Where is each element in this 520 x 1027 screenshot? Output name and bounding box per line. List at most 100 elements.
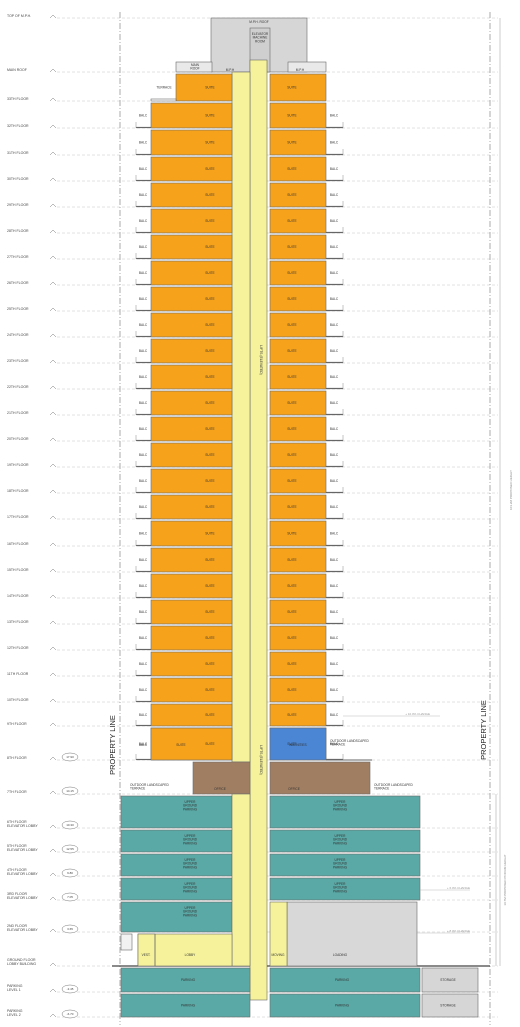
- level-label: 30TH FLOOR: [7, 177, 29, 181]
- level-label: 17TH FLOOR: [7, 515, 29, 519]
- level-marker: [49, 928, 57, 933]
- parking-underground-east: [269, 993, 421, 1018]
- suite-west: [150, 312, 233, 338]
- level-label: 20TH FLOOR: [7, 437, 29, 441]
- level-label: 7TH FLOOR: [7, 790, 27, 794]
- suite-east: [269, 599, 327, 625]
- upper-parking-label: UPPER GROUND PARKING: [183, 858, 198, 869]
- outdoor-terrace-label-east: OUTDOOR LANDSCAPED TERRACE: [330, 739, 369, 747]
- mph-label-right: M.P.H: [296, 68, 305, 72]
- suite-east: [269, 364, 327, 390]
- suite-east: [269, 520, 327, 547]
- balcony-label-east: BALC: [330, 349, 339, 353]
- suite-west: [150, 260, 233, 286]
- level-label: 5TH FLOOR ELEVATOR LOBBY: [7, 844, 38, 852]
- level-marker: [49, 872, 57, 877]
- level-marker: [49, 411, 57, 416]
- level-label: 3RD FLOOR ELEVATOR LOBBY: [7, 892, 38, 900]
- loading-high-bay: [286, 901, 418, 967]
- suite-east: [269, 573, 327, 599]
- suite-west: [175, 73, 233, 102]
- elevation-tag-label: -6.70: [67, 1012, 74, 1016]
- suite-west: [150, 442, 233, 468]
- terrace-slab: [150, 98, 177, 102]
- suite-label: SUITE: [287, 349, 296, 353]
- level-marker: [49, 988, 57, 993]
- balcony-label-east: BALC: [330, 297, 339, 301]
- balcony-label-east: BALC: [330, 713, 339, 717]
- elevation-tag: [61, 844, 79, 854]
- elevation-tag-label: 17.90: [66, 755, 74, 759]
- suite-label: SUITE: [287, 297, 296, 301]
- setback-note: + 10.0% CHANGE: [405, 712, 430, 716]
- upper-parking-west: [120, 829, 233, 853]
- suite-east: [269, 102, 327, 129]
- terrace-label: TERRACE: [156, 86, 171, 90]
- level-label: 24TH FLOOR: [7, 333, 29, 337]
- balcony-label-west: BALC: [139, 505, 148, 509]
- level-label: 10TH FLOOR: [7, 698, 29, 702]
- balcony-label-west: BALC: [139, 349, 148, 353]
- level-label: 25TH FLOOR: [7, 307, 29, 311]
- elevation-tag-label: 3.65: [67, 927, 73, 931]
- suite-east: [269, 182, 327, 208]
- mph-label-left: M.P.H: [226, 68, 235, 72]
- level-marker: [49, 515, 57, 520]
- lifts-label: LIFTS (ELEVATED): [259, 745, 263, 775]
- balcony-label-west: BALC: [139, 245, 148, 249]
- level-label: 21TH FLOOR: [7, 411, 29, 415]
- upper-parking-east: [269, 795, 421, 829]
- suite-west: [150, 547, 233, 573]
- level-marker: [49, 698, 57, 703]
- level-label: 23TH FLOOR: [7, 359, 29, 363]
- suite-west: [150, 651, 233, 677]
- upper-parking-label: UPPER GROUND PARKING: [333, 800, 348, 811]
- level-label: 31TH FLOOR: [7, 151, 29, 155]
- elevation-tag-label: 10.30: [66, 823, 74, 827]
- level-label: 11TH FLOOR: [7, 672, 29, 676]
- setback-note: + 8.0% CHANGE: [447, 929, 470, 933]
- suite-east: [269, 208, 327, 234]
- balcony-label-east: BALC: [330, 114, 339, 118]
- suite-west: [150, 573, 233, 599]
- upper-parking-east: [269, 877, 421, 901]
- suite-east: [269, 677, 327, 703]
- suite-label: SUITE: [287, 271, 296, 275]
- suite-east: [269, 703, 327, 727]
- suite-west: [150, 286, 233, 312]
- outdoor-terrace-label-west: OUTDOOR LANDSCAPED TERRACE: [130, 783, 169, 791]
- suite-west: [150, 703, 233, 727]
- suite-label: SUITE: [205, 141, 214, 145]
- balcony-label-west: BALC: [139, 114, 148, 118]
- suite-west: [150, 677, 233, 703]
- suite-label: SUITE: [205, 453, 214, 457]
- level-marker: [49, 962, 57, 967]
- balcony-label-west: BALC: [139, 427, 148, 431]
- suite-label: SUITE: [205, 401, 214, 405]
- upper-parking-label: UPPER GROUND PARKING: [333, 834, 348, 845]
- suite-east: [269, 260, 327, 286]
- parking-label: PARKING: [335, 978, 350, 982]
- level-label: 19TH FLOOR: [7, 463, 29, 467]
- level-marker: [49, 790, 57, 795]
- balcony-label-east: BALC: [330, 427, 339, 431]
- property-line-label-right: PROPERTY LINE: [479, 700, 488, 760]
- amenity-room-label: AMENITIES: [289, 743, 306, 747]
- balcony-label-west: BALC: [139, 323, 148, 327]
- suite-label: SUITE: [287, 375, 296, 379]
- balcony-label-east: BALC: [330, 193, 339, 197]
- level-marker: [49, 594, 57, 599]
- west-service-core: [231, 71, 251, 763]
- level-label: 8TH FLOOR: [7, 756, 27, 760]
- suite-label: SUITE: [287, 742, 296, 746]
- elevation-tag-label: 12.55: [66, 847, 74, 851]
- suite-label: SUITE: [205, 479, 214, 483]
- storage: [421, 993, 479, 1018]
- balcony-label-east: BALC: [330, 323, 339, 327]
- elevation-tag: [61, 786, 79, 796]
- balcony-label-east: BALC: [330, 584, 339, 588]
- level-marker: [49, 896, 57, 901]
- balcony-label-east: BALC: [330, 742, 339, 746]
- suite-label: SUITE: [287, 636, 296, 640]
- balcony-label-west: BALC: [139, 141, 148, 145]
